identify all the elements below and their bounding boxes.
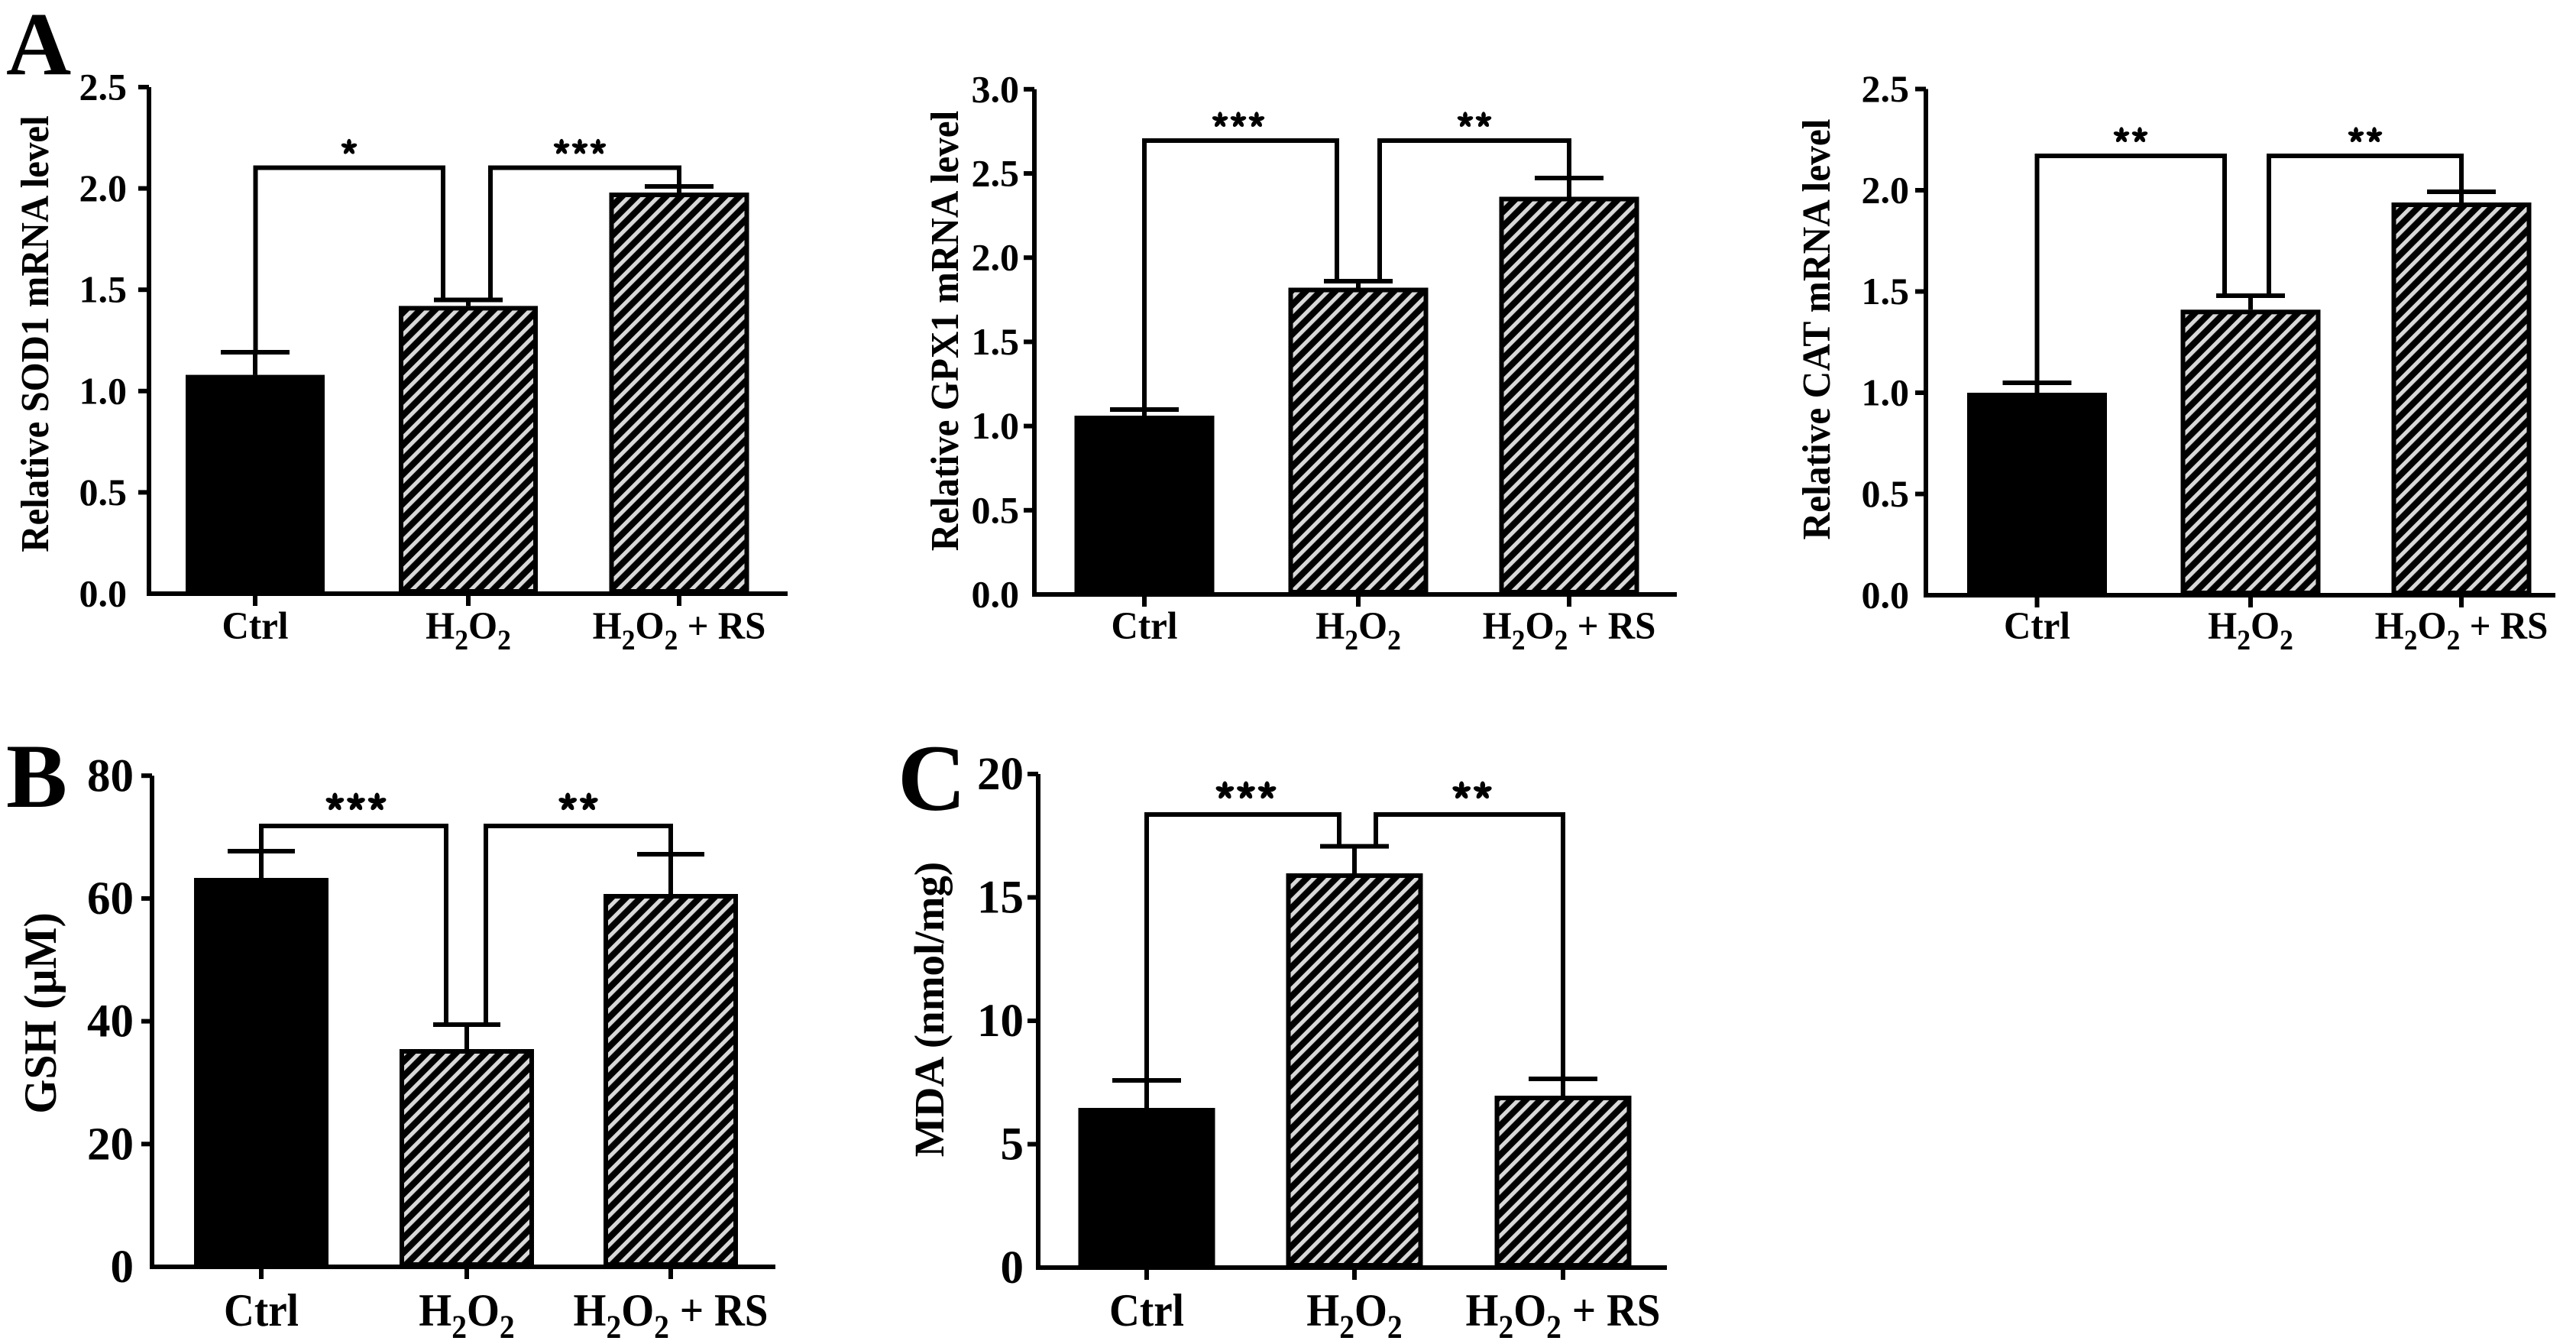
svg-text:H2O2: H2O2: [1306, 1286, 1402, 1340]
svg-text:0.5: 0.5: [79, 471, 128, 513]
svg-text:Ctrl: Ctrl: [1112, 604, 1178, 647]
svg-text:H2O2 + RS: H2O2 + RS: [2375, 604, 2548, 656]
svg-text:5: 5: [1001, 1119, 1024, 1171]
svg-text:3.0: 3.0: [972, 67, 1020, 110]
svg-text:2.0: 2.0: [1862, 169, 1910, 212]
svg-text:B: B: [6, 725, 67, 827]
svg-text:0.5: 0.5: [972, 488, 1020, 531]
svg-text:2.5: 2.5: [972, 152, 1020, 195]
svg-text:10: 10: [977, 996, 1024, 1047]
svg-text:1.5: 1.5: [1862, 270, 1910, 313]
svg-text:GSH (µM): GSH (µM): [15, 912, 66, 1114]
svg-text:C: C: [898, 726, 966, 831]
svg-text:0.0: 0.0: [1862, 574, 1910, 617]
svg-text:H2O2: H2O2: [1316, 604, 1401, 656]
svg-text:A: A: [6, 0, 71, 94]
svg-text:Ctrl: Ctrl: [1109, 1286, 1184, 1336]
svg-text:Ctrl: Ctrl: [224, 1286, 299, 1336]
svg-text:60: 60: [87, 873, 134, 925]
svg-text:1.0: 1.0: [972, 404, 1020, 447]
svg-text:2.5: 2.5: [79, 66, 128, 108]
svg-text:H2O2: H2O2: [426, 604, 511, 656]
svg-text:Relative SOD1 mRNA level: Relative SOD1 mRNA level: [13, 115, 57, 552]
svg-text:Relative GPX1 mRNA level: Relative GPX1 mRNA level: [923, 111, 967, 551]
svg-text:H2O2: H2O2: [2208, 604, 2293, 656]
svg-text:Relative CAT mRNA level: Relative CAT mRNA level: [1794, 119, 1838, 540]
svg-text:0: 0: [1001, 1242, 1024, 1294]
svg-text:2.5: 2.5: [1862, 67, 1910, 110]
svg-text:MDA (nmol/mg): MDA (nmol/mg): [906, 862, 953, 1157]
svg-text:20: 20: [977, 749, 1024, 800]
svg-text:0.0: 0.0: [79, 572, 128, 615]
svg-text:1.0: 1.0: [79, 369, 128, 412]
svg-text:1.5: 1.5: [972, 320, 1020, 363]
svg-text:H2O2: H2O2: [419, 1286, 514, 1340]
svg-text:H2O2 + RS: H2O2 + RS: [1483, 604, 1656, 656]
svg-text:0: 0: [111, 1242, 134, 1293]
svg-text:0.5: 0.5: [1862, 472, 1910, 515]
svg-text:H2O2 + RS: H2O2 + RS: [593, 604, 766, 656]
svg-text:2.0: 2.0: [79, 167, 128, 209]
svg-text:0.0: 0.0: [972, 573, 1020, 616]
svg-text:40: 40: [87, 996, 134, 1048]
svg-text:Ctrl: Ctrl: [2004, 604, 2070, 647]
svg-text:2.0: 2.0: [972, 236, 1020, 279]
svg-text:1.0: 1.0: [1862, 371, 1910, 414]
svg-text:80: 80: [87, 750, 134, 802]
svg-text:1.5: 1.5: [79, 268, 128, 311]
svg-text:20: 20: [87, 1119, 134, 1170]
svg-text:H2O2 + RS: H2O2 + RS: [1466, 1286, 1661, 1340]
svg-text:15: 15: [977, 873, 1024, 924]
svg-text:Ctrl: Ctrl: [222, 604, 289, 647]
svg-text:H2O2 + RS: H2O2 + RS: [574, 1286, 769, 1340]
